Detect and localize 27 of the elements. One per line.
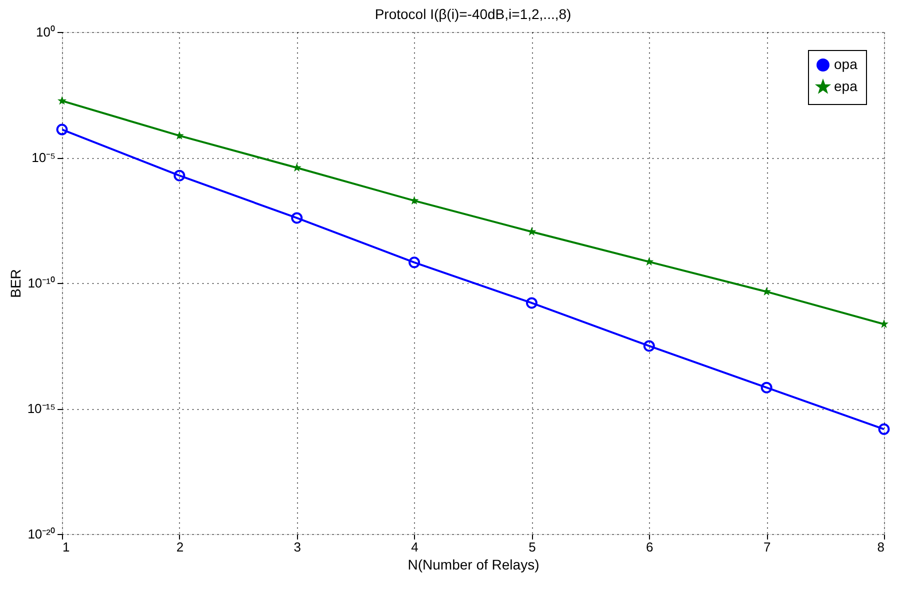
point bbox=[643, 340, 655, 352]
x-tick-label: 3 bbox=[294, 540, 301, 554]
point bbox=[408, 256, 420, 268]
y-tick-label: 10⁻¹⁵ bbox=[27, 401, 56, 416]
x-tick-label: 2 bbox=[176, 540, 184, 554]
y-tick-label: 10⁻²⁰ bbox=[28, 526, 56, 542]
x-axis-title: N(Number of Relays) bbox=[408, 556, 540, 572]
x-tick-label: 7 bbox=[763, 540, 771, 554]
x-tick-label: 8 bbox=[877, 540, 884, 554]
y-tick-label: 10⁻⁵ bbox=[32, 150, 56, 165]
point bbox=[760, 382, 772, 394]
point bbox=[174, 170, 186, 182]
y-tick-label: 10⁰ bbox=[36, 24, 56, 40]
y-tick-label: 10⁻¹⁰ bbox=[28, 276, 56, 290]
x-tick-label: 5 bbox=[528, 540, 536, 554]
point bbox=[56, 124, 68, 136]
y-axis-title: BER bbox=[7, 269, 24, 298]
point bbox=[878, 423, 890, 435]
x-tick-label: 1 bbox=[62, 540, 70, 554]
point bbox=[291, 212, 303, 224]
point bbox=[57, 96, 67, 105]
chart-title: Protocol I(β(i)=-40dB,i=1,2,...,8) bbox=[374, 6, 572, 22]
legend-label: opa bbox=[834, 56, 858, 72]
x-tick-label: 4 bbox=[411, 540, 418, 554]
point bbox=[526, 297, 538, 309]
legend-label: epa bbox=[834, 78, 858, 94]
x-tick-label: 6 bbox=[646, 540, 654, 554]
